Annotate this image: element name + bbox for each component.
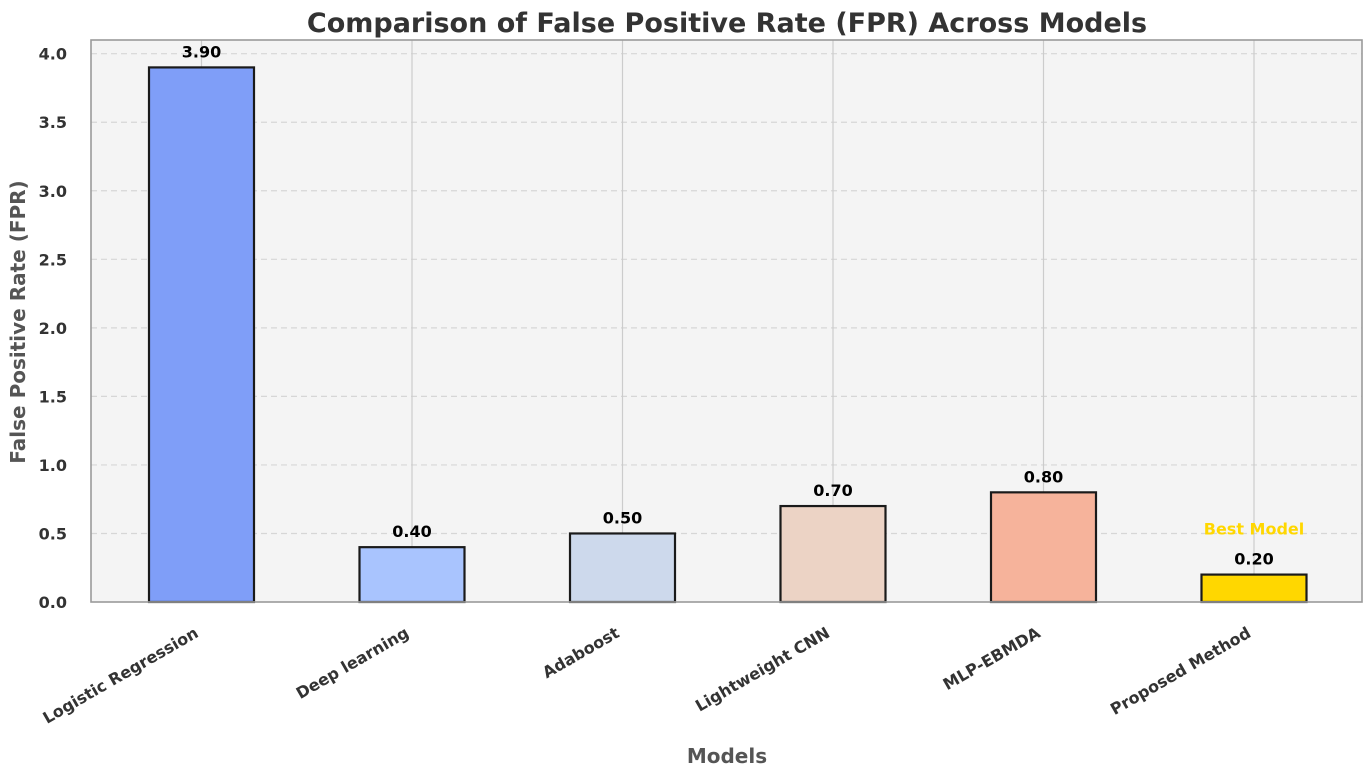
chart-title: Comparison of False Positive Rate (FPR) … [307, 8, 1147, 39]
value-label-5: 0.20 [1234, 550, 1273, 569]
value-labels: 3.90 0.40 0.50 0.70 0.80 0.20 [182, 42, 1274, 568]
bar-2 [568, 532, 677, 604]
value-label-4: 0.80 [1024, 467, 1063, 486]
x-tick-label-4: MLP-EBMDA [940, 623, 1044, 694]
value-label-3: 0.70 [813, 481, 852, 500]
y-tick-label-4: 2.0 [39, 319, 67, 338]
value-label-2: 0.50 [603, 508, 642, 527]
y-ticks: 0.0 0.5 1.0 1.5 2.0 2.5 3.0 3.5 4.0 [39, 45, 67, 612]
y-tick-label-8: 4.0 [39, 45, 67, 64]
bar-3 [779, 504, 887, 604]
y-tick-label-0: 0.0 [39, 593, 67, 612]
bar-0 [147, 66, 256, 604]
bars [147, 66, 1308, 604]
x-tick-label-0: Logistic Regression [39, 623, 201, 728]
x-tick-label-3: Lightweight CNN [692, 623, 833, 715]
y-tick-label-5: 2.5 [39, 250, 67, 269]
x-tick-label-5: Proposed Method [1107, 623, 1254, 719]
plot-background [91, 40, 1362, 602]
value-label-0: 3.90 [182, 42, 221, 61]
plot-frame [90, 39, 1363, 603]
bar-5 [1200, 573, 1308, 604]
y-tick-label-6: 3.0 [39, 182, 67, 201]
y-axis-label: False Positive Rate (FPR) [6, 180, 30, 463]
y-tick-label-7: 3.5 [39, 113, 67, 132]
y-tick-label-2: 1.0 [39, 456, 67, 475]
x-tick-label-2: Adaboost [539, 623, 623, 682]
x-axis-label: Models [687, 744, 767, 768]
best-model-annotation: Best Model [1204, 519, 1305, 538]
x-tick-label-1: Deep learning [293, 623, 412, 703]
y-tick-label-3: 1.5 [39, 387, 67, 406]
bar-4 [989, 491, 1098, 604]
y-tick-label-1: 0.5 [39, 524, 67, 543]
x-ticks: Logistic Regression Deep learning Adaboost… [39, 623, 1254, 728]
value-label-1: 0.40 [392, 522, 431, 541]
bar-1 [358, 546, 466, 604]
